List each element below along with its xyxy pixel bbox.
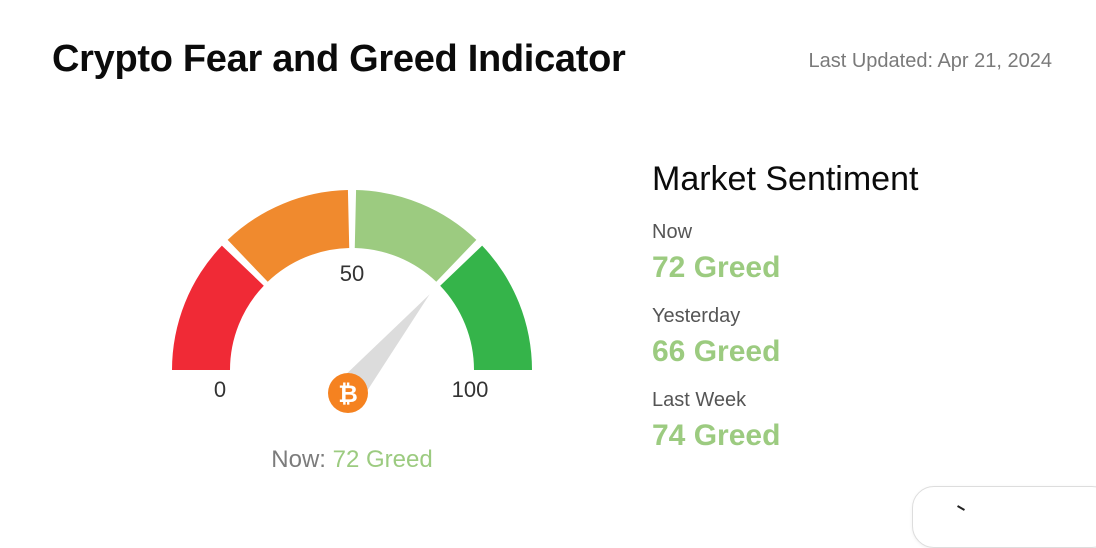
- gauge-segment-2: [227, 190, 350, 282]
- gauge-segment-4: [440, 245, 532, 370]
- gauge-label-mid: 50: [340, 261, 364, 286]
- sentiment-row-now: Now 72 Greed: [652, 220, 1052, 288]
- widget-icon: [957, 505, 965, 511]
- gauge-label-max: 100: [452, 377, 489, 402]
- gauge-segment-1: [172, 245, 264, 370]
- gauge-segment-3: [354, 190, 477, 282]
- sentiment-row-yesterday: Yesterday 66 Greed: [652, 304, 1052, 372]
- gauge-needle: [336, 294, 430, 403]
- sentiment-value: 74 Greed: [652, 419, 781, 452]
- sentiment-row-last-week: Last Week 74 Greed: [652, 388, 1052, 456]
- gauge-caption-value: 72 Greed: [332, 446, 433, 473]
- last-updated: Last Updated: Apr 21, 2024: [808, 50, 1052, 72]
- sentiment-value: 66 Greed: [652, 335, 781, 368]
- gauge-label-min: 0: [214, 377, 226, 402]
- gauge-caption: Now: 72 Greed: [0, 446, 704, 474]
- market-sentiment-title: Market Sentiment: [652, 160, 919, 198]
- floating-widget-button[interactable]: [912, 486, 1096, 548]
- sentiment-value: 72 Greed: [652, 251, 781, 284]
- sentiment-label: Now: [652, 221, 693, 243]
- svg-text:₿: ₿: [338, 380, 358, 408]
- sentiment-label: Last Week: [652, 389, 747, 411]
- page-title: Crypto Fear and Greed Indicator: [52, 38, 626, 80]
- gauge-caption-prefix: Now:: [271, 446, 333, 473]
- sentiment-label: Yesterday: [652, 305, 741, 327]
- fear-greed-gauge: 0 50 100 ₿: [172, 190, 532, 413]
- market-sentiment-panel: Market Sentiment Now 72 Greed Yesterday …: [652, 158, 1052, 472]
- bitcoin-icon: ₿: [328, 373, 368, 413]
